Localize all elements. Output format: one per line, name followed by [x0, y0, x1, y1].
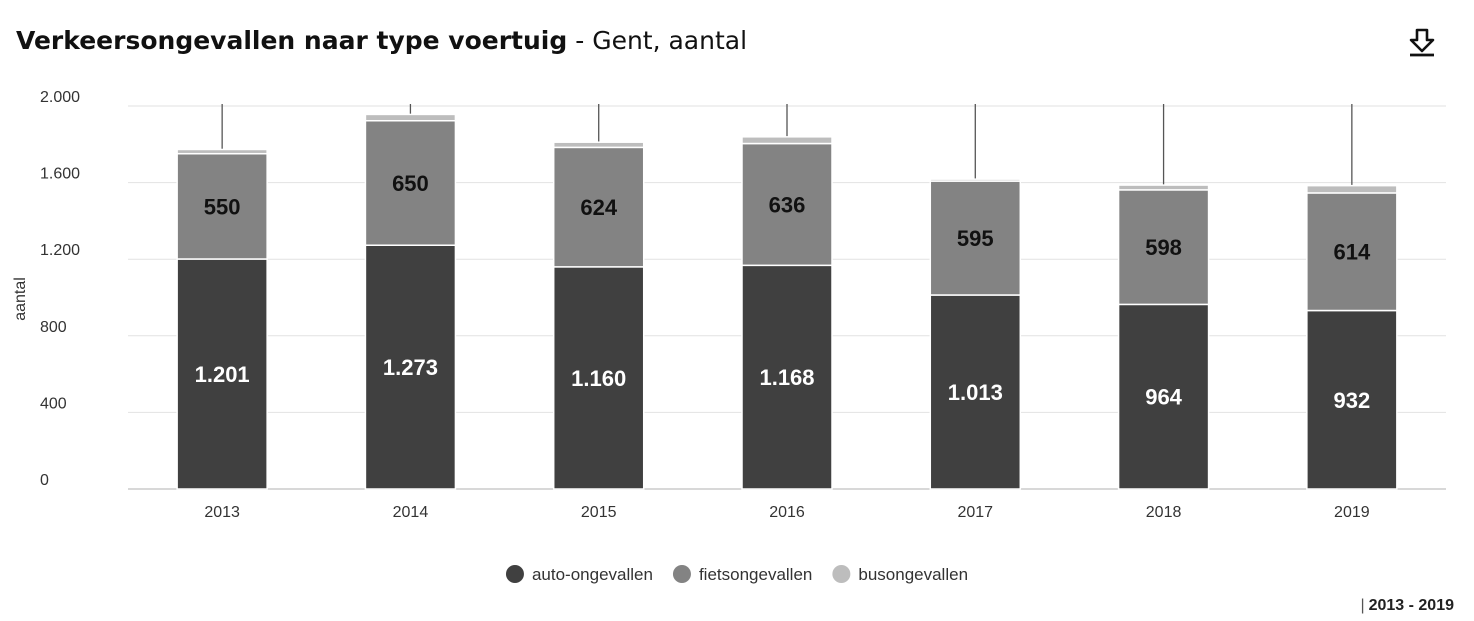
x-tick-label: 2015 — [581, 504, 617, 521]
footer-range: 2013 - 2019 — [1368, 597, 1454, 614]
data-label: 1.201 — [195, 362, 250, 387]
x-tick-label: 2016 — [769, 504, 805, 521]
bar-segment — [552, 141, 645, 149]
x-tick-label: 2013 — [204, 504, 240, 521]
bar-segment — [552, 146, 645, 268]
y-tick-label: 1.200 — [40, 242, 80, 259]
data-label: 636 — [769, 192, 806, 217]
chart-title: Verkeersongevallen naar type voertuig - … — [16, 26, 747, 55]
x-tick-label: 2018 — [1146, 504, 1182, 521]
bar-segment — [929, 180, 1022, 296]
legend-marker-auto-ongevallen — [505, 565, 524, 583]
y-tick-label: 800 — [40, 319, 67, 336]
x-tick-label: 2014 — [393, 504, 429, 521]
bar-segment — [552, 266, 645, 490]
y-tick-label: 0 — [40, 472, 49, 489]
legend-marker-busongevallen — [832, 565, 851, 583]
data-label: 550 — [204, 194, 241, 219]
y-tick-label: 400 — [40, 395, 67, 412]
bar-segment — [929, 178, 1022, 182]
data-label: 614 — [1333, 240, 1370, 265]
data-label: 1.013 — [948, 380, 1003, 405]
legend: auto-ongevallen fietsongevallen busongeval… — [505, 565, 968, 584]
legend-label: fietsongevallen — [699, 565, 812, 584]
data-label: 598 — [1145, 235, 1182, 260]
data-label: 932 — [1333, 388, 1370, 413]
y-axis-label: aantal — [12, 277, 29, 321]
x-axis-ticks: 2013 2014 2015 2016 2017 2018 2019 — [204, 504, 1369, 521]
data-labels: 1.201 550 1.273 650 1.160 624 1.168 636 1.013 595… — [195, 171, 1371, 413]
chart-title-sub: - Gent, aantal — [567, 26, 748, 55]
value-connectors — [221, 104, 1353, 186]
y-tick-label: 1.600 — [40, 166, 80, 183]
bar-segment — [1306, 192, 1398, 312]
bar-segment — [364, 113, 457, 122]
data-label: 624 — [580, 195, 617, 220]
data-label: 595 — [957, 226, 994, 251]
download-icon[interactable] — [1406, 26, 1438, 60]
footer-separator: | — [1360, 597, 1365, 614]
date-range-footer: | 2013 - 2019 — [1360, 597, 1454, 615]
bar-segment — [176, 148, 268, 155]
bar-segment — [1117, 184, 1210, 191]
bar-segment — [1306, 184, 1398, 194]
bar-segment — [176, 152, 268, 260]
chart-title-main: Verkeersongevallen naar type voertuig — [16, 26, 568, 55]
data-label: 1.273 — [383, 355, 438, 380]
bar-segment — [929, 294, 1022, 490]
x-tick-label: 2017 — [957, 504, 993, 521]
legend-label: busongevallen — [858, 565, 968, 584]
bar-segment — [176, 258, 268, 490]
bar-segment — [741, 136, 833, 145]
data-label: 1.168 — [759, 365, 814, 390]
legend-label: auto-ongevallen — [532, 565, 653, 584]
data-label: 650 — [392, 171, 429, 196]
bar-segment — [741, 142, 833, 267]
data-label: 964 — [1145, 385, 1182, 410]
x-tick-label: 2019 — [1334, 504, 1370, 521]
legend-marker-fietsongevallen — [672, 565, 691, 583]
y-tick-label: 2.000 — [40, 89, 80, 106]
data-label: 1.160 — [571, 366, 626, 391]
bar-segment — [741, 264, 833, 490]
y-axis-ticks: 0 400 800 1.200 1.600 2.000 — [40, 89, 80, 489]
bars — [176, 113, 1398, 490]
